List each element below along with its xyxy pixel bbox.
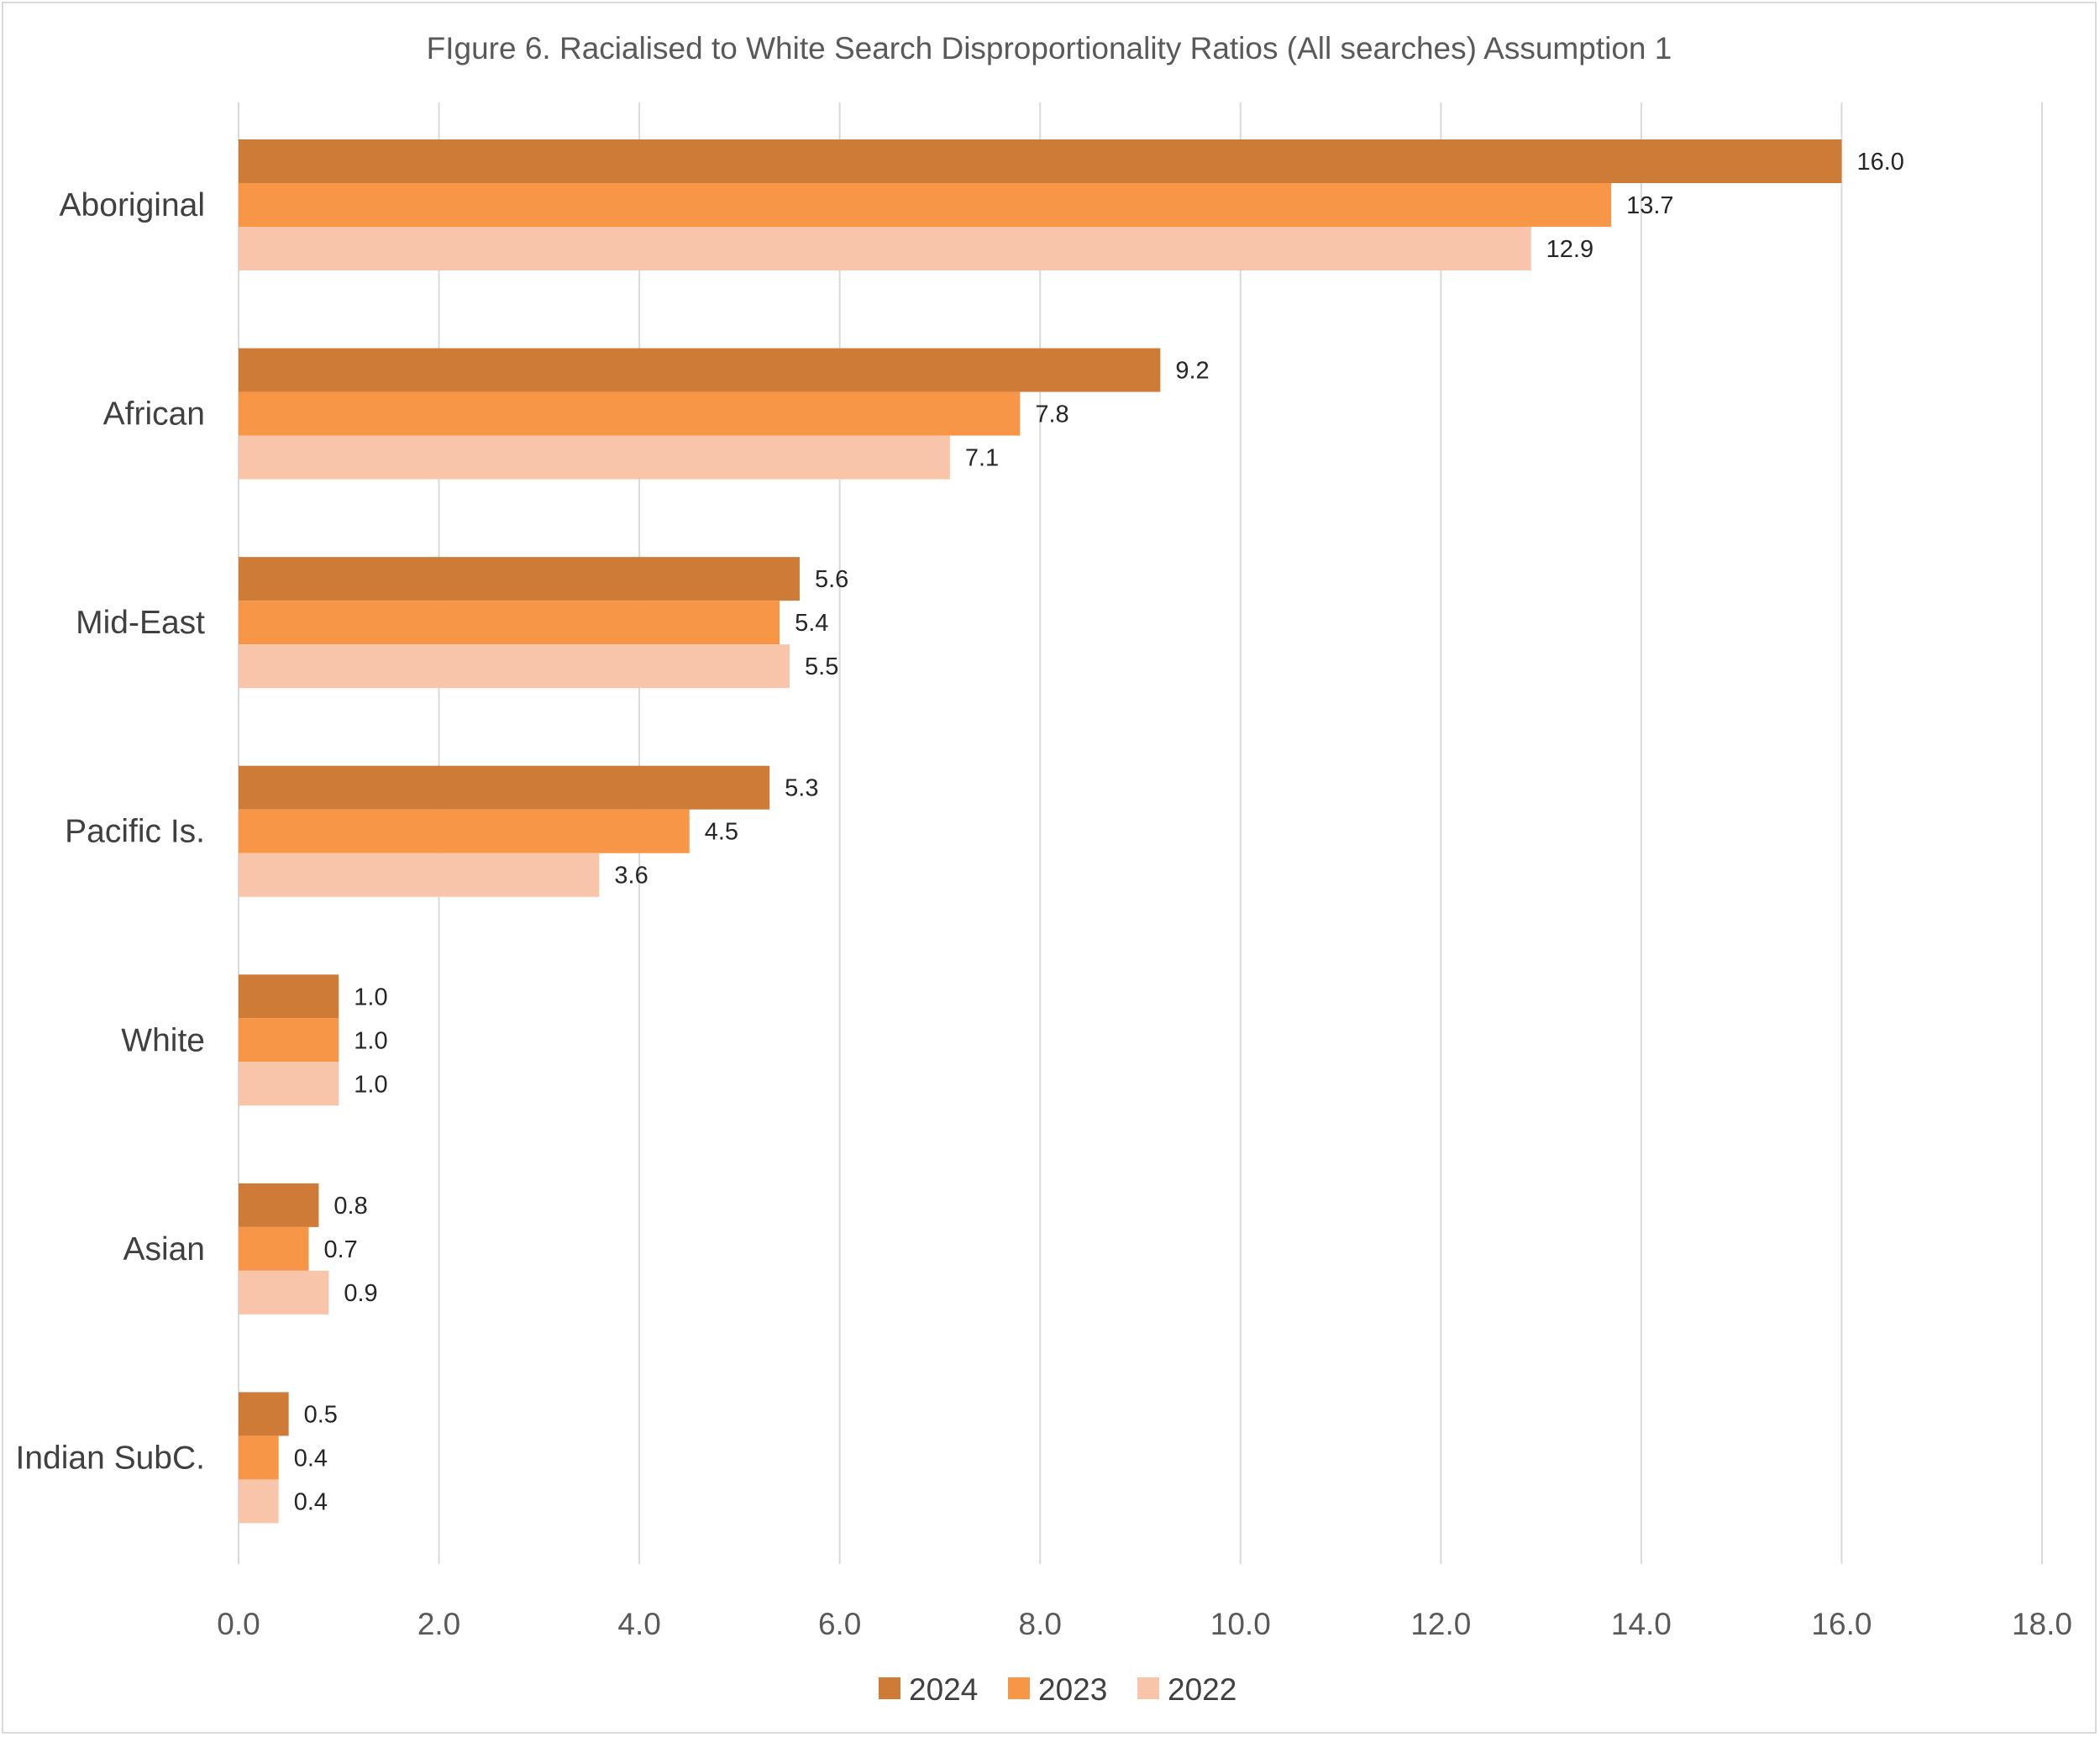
data-label: 1.0 [354, 984, 387, 1010]
bar-2024 [239, 348, 1161, 392]
data-label: 12.9 [1546, 236, 1593, 263]
legend: 2024 2023 2022 [879, 1672, 1236, 1707]
bar-2023 [239, 391, 1021, 436]
data-label: 1.0 [354, 1027, 387, 1054]
bar-2023 [239, 1226, 309, 1271]
data-label: 0.4 [294, 1445, 328, 1472]
legend-swatch-2022 [1137, 1677, 1159, 1699]
data-label: 1.0 [354, 1071, 387, 1098]
bar-2024 [239, 139, 1842, 183]
x-tick-label: 16.0 [1811, 1607, 1872, 1641]
bar-chart: FIgure 6. Racialised to White Search Dis… [16, 31, 2073, 1707]
data-label: 7.8 [1035, 401, 1068, 428]
bar-2022 [239, 1062, 339, 1106]
category-label: Aboriginal [60, 187, 205, 223]
bar-2023 [239, 183, 1612, 227]
data-label: 0.9 [344, 1280, 377, 1307]
data-label: 5.5 [805, 653, 838, 680]
category-label: White [121, 1022, 205, 1058]
x-tick-label: 0.0 [217, 1607, 260, 1641]
legend-swatch-2024 [879, 1677, 900, 1699]
data-label: 3.6 [614, 863, 648, 889]
bar-2022 [239, 435, 950, 480]
legend-label-2023: 2023 [1038, 1672, 1107, 1707]
bar-2023 [239, 809, 690, 853]
category-label: Asian [123, 1231, 205, 1267]
data-label: 4.5 [705, 819, 738, 846]
data-label: 5.3 [785, 775, 818, 802]
x-tick-label: 12.0 [1410, 1607, 1471, 1641]
bar-2022 [239, 1479, 279, 1524]
x-tick-label: 8.0 [1019, 1607, 1062, 1641]
bar-2024 [239, 765, 770, 810]
bar-2022 [239, 227, 1531, 270]
data-label: 0.7 [323, 1236, 357, 1263]
bar-2024 [239, 974, 339, 1019]
bar-2022 [239, 1270, 329, 1315]
data-label: 0.4 [294, 1488, 328, 1515]
category-label: Pacific Is. [65, 814, 205, 850]
bar-2023 [239, 1018, 339, 1063]
bar-2022 [239, 853, 600, 897]
data-label: 13.7 [1626, 192, 1673, 219]
x-tick-label: 4.0 [617, 1607, 660, 1641]
category-label: Mid-East [76, 605, 205, 641]
legend-label-2022: 2022 [1168, 1672, 1236, 1707]
category-axis-labels: Aboriginal African Mid-East Pacific Is. Whit… [16, 187, 206, 1476]
category-label: Indian SubC. [16, 1440, 206, 1476]
data-label: 5.6 [815, 566, 848, 593]
data-label: 0.8 [333, 1193, 367, 1220]
bar-2023 [239, 1435, 279, 1480]
bar-2022 [239, 644, 790, 689]
legend-swatch-2023 [1008, 1677, 1030, 1699]
x-tick-label: 6.0 [818, 1607, 861, 1641]
data-label: 7.1 [965, 445, 999, 472]
x-tick-label: 14.0 [1611, 1607, 1672, 1641]
data-label: 5.4 [795, 610, 828, 637]
category-label: African [103, 396, 205, 433]
bar-2023 [239, 601, 780, 645]
data-label: 0.5 [304, 1401, 338, 1428]
bars [239, 139, 1842, 1524]
bar-2024 [239, 1392, 289, 1436]
legend-label-2024: 2024 [909, 1672, 978, 1707]
x-tick-label: 2.0 [417, 1607, 460, 1641]
x-tick-label: 18.0 [2012, 1607, 2072, 1641]
chart-title: FIgure 6. Racialised to White Search Dis… [427, 31, 1672, 66]
data-labels: 16.0 13.7 12.9 9.2 7.8 7.1 5.6 5.4 5.5 5.3 4.5 3.6 1… [294, 149, 1904, 1515]
x-tick-label: 10.0 [1210, 1607, 1271, 1641]
data-label: 9.2 [1175, 358, 1209, 385]
data-label: 16.0 [1856, 149, 1903, 176]
bar-2024 [239, 1183, 319, 1227]
bar-2024 [239, 557, 800, 601]
gridlines [238, 102, 2043, 1564]
value-axis-tick-labels: 0.0 2.0 4.0 6.0 8.0 10.0 12.0 14.0 16.0 18.0 [217, 1607, 2072, 1641]
